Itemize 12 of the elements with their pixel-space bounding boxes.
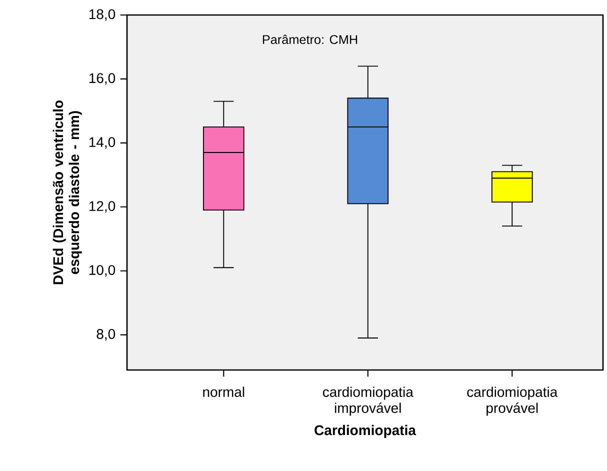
y-tick-label: 18,0 <box>89 9 116 21</box>
x-axis-title: Cardiomiopatia <box>314 424 416 438</box>
y-tick-label: 14,0 <box>89 137 116 149</box>
x-tick-label: cardiomiopatia provável <box>467 386 558 416</box>
y-tick-label: 10,0 <box>89 265 116 277</box>
y-tick-label: 8,0 <box>96 329 116 341</box>
y-tick-label: 16,0 <box>89 73 116 85</box>
x-tick-label: normal <box>203 386 244 397</box>
annotation: Parâmetro: CMH <box>262 34 358 44</box>
y-axis-title: DVEd (Dimensão ventriculo esquerdo diastole - mm) <box>52 100 82 284</box>
x-tick-label: cardiomiopatia improvável <box>322 386 414 416</box>
y-tick-label: 12,0 <box>89 201 116 213</box>
